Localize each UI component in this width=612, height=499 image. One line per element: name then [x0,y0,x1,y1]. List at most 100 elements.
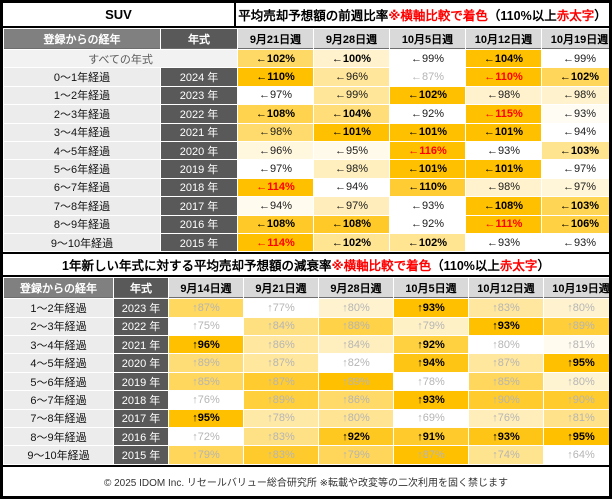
week-column-header: 10月12日週 [466,29,541,49]
value-cell: ←93% [542,233,609,252]
table-row: 0〜1年経過 2024 年 ←110% ←96% ←87% ←110% ←102% [4,68,609,86]
value-cell: ↑76% [169,391,243,409]
age-range-label: 3〜4年経過 [4,336,113,354]
value-cell: ←94% [314,178,389,197]
table-row: 5〜6年経過 2019 年 ↑85% ↑87% ↑89% ↑78% ↑85% ↑80% [4,372,609,391]
value-cell: ←111% [466,215,541,233]
value-cell: ↑79% [394,317,468,336]
value-cell: ↑93% [469,317,543,336]
title-red-segment: ※横軸比較で着色 [388,9,488,23]
value-cell: ←102% [238,50,313,68]
age-range-label: 5〜6年経過 [4,372,113,391]
value-cell: ↑95% [544,428,609,446]
table-row: 5〜6年経過 2019 年 ←97% ←98% ←101% ←101% ←97% [4,160,609,178]
value-cell: ←99% [390,50,465,68]
age-range-label: 5〜6年経過 [4,160,160,178]
value-cell: ↑87% [244,372,318,391]
value-cell: ↑79% [319,446,393,464]
model-year-label: 2019 年 [161,160,237,178]
age-range-label: 9〜10年経過 [4,233,160,252]
week-column-header: 10月19日週 [544,278,609,299]
age-range-label: 1〜2年経過 [4,299,113,317]
header-row: 登録からの経年 年式 9月14日週 9月21日週 9月28日週 10月5日週 10月12日週… [4,278,609,299]
title-segment: 1年新しい年式に対する平均売却予想額の減衰率 [62,259,332,274]
week-column-header: 10月12日週 [469,278,543,299]
value-cell: ←97% [238,160,313,178]
model-year-label: 2020 年 [161,141,237,160]
title-segment: ） [537,259,550,274]
model-year-label: 2023 年 [161,86,237,105]
value-cell: ←98% [466,178,541,197]
header-row: 登録からの経年 年式 9月21日週 9月28日週 10月5日週 10月12日週 10月19日… [4,29,609,49]
value-cell: ←101% [390,123,465,141]
table-row: 9〜10年経過 2015 年 ←114% ←102% ←102% ←93% ←93% [4,233,609,252]
model-year-label: 2016 年 [161,215,237,233]
table1-title: 平均売却予想額の前週比率 ※横軸比較で着色 （110%以上 赤太字） [236,3,609,26]
value-cell: ↑86% [244,336,318,354]
age-range-label: 6〜7年経過 [4,178,160,197]
value-cell: ↑89% [544,317,609,336]
value-cell: ↑72% [169,428,243,446]
value-cell: ←102% [390,86,465,105]
table-row: 6〜7年経過 2018 年 ←114% ←94% ←110% ←98% ←97% [4,178,609,197]
value-cell: ←108% [238,105,313,123]
value-cell: ↑75% [169,317,243,336]
value-cell: ↑89% [169,354,243,372]
year-column-header: 年式 [114,278,168,299]
model-year-label: 2017 年 [161,197,237,215]
value-cell: ↑94% [394,354,468,372]
value-cell: ←106% [542,215,609,233]
value-cell: ↑81% [544,409,609,428]
table-row: 8〜9年経過 2016 年 ←108% ←108% ←92% ←111% ←106% [4,215,609,233]
value-cell: ←93% [542,105,609,123]
table2-title: 1年新しい年式に対する平均売却予想額の減衰率 ※横軸比較で着色 （110%以上 赤… [3,252,609,278]
decay-rate-heatmap-table: 登録からの経年 年式 9月14日週 9月21日週 9月28日週 10月5日週 10月12日週… [3,277,609,465]
title-segment: ） [594,9,607,23]
table1-title-row: SUV 平均売却予想額の前週比率 ※横軸比較で着色 （110%以上 赤太字） [3,3,609,28]
value-cell: ←108% [238,215,313,233]
value-cell: ←101% [314,123,389,141]
value-cell: ↑90% [469,391,543,409]
value-cell: ←116% [390,141,465,160]
value-cell: ←87% [390,68,465,86]
value-cell: ↑81% [544,336,609,354]
value-cell: ←110% [390,178,465,197]
value-cell: ↑87% [469,354,543,372]
age-range-label: 6〜7年経過 [4,391,113,409]
value-cell: ↑93% [469,428,543,446]
value-cell: ←103% [542,197,609,215]
age-range-label: 0〜1年経過 [4,68,160,86]
model-year-label: 2015 年 [114,446,168,464]
value-cell: ↑93% [394,299,468,317]
value-cell: ←110% [466,68,541,86]
age-column-header: 登録からの経年 [4,278,113,299]
table-row: 3〜4年経過 2021 年 ↑96% ↑86% ↑84% ↑92% ↑80% ↑81% [4,336,609,354]
value-cell: ←98% [314,160,389,178]
vehicle-category-label: SUV [3,3,236,26]
value-cell: ←98% [466,86,541,105]
value-cell: ↑87% [169,299,243,317]
value-cell: ↑74% [469,446,543,464]
value-cell: ↑79% [169,446,243,464]
model-year-label: 2023 年 [114,299,168,317]
value-cell: ←97% [238,86,313,105]
value-cell: ↑76% [469,409,543,428]
table-row: 9〜10年経過 2015 年 ↑79% ↑83% ↑79% ↑87% ↑74% ↑64% [4,446,609,464]
model-year-label: 2024 年 [161,68,237,86]
weekly-ratio-heatmap-table: 登録からの経年 年式 9月21日週 9月28日週 10月5日週 10月12日週 10月19日… [3,28,609,253]
title-red-segment: ※横軸比較で着色 [331,259,432,274]
table-row: 8〜9年経過 2016 年 ↑72% ↑83% ↑92% ↑91% ↑93% ↑95% [4,428,609,446]
value-cell: ↑90% [544,391,609,409]
week-column-header: 9月21日週 [238,29,313,49]
value-cell: ↑95% [169,409,243,428]
value-cell: ←93% [466,141,541,160]
value-cell: ↑89% [244,391,318,409]
value-cell: ↑84% [244,317,318,336]
week-column-header: 10月5日週 [390,29,465,49]
model-year-label: 2018 年 [114,391,168,409]
value-cell: ↑93% [394,391,468,409]
age-range-label: 8〜9年経過 [4,215,160,233]
age-range-label: 9〜10年経過 [4,446,113,464]
all-years-label: すべての年式 [4,50,237,68]
